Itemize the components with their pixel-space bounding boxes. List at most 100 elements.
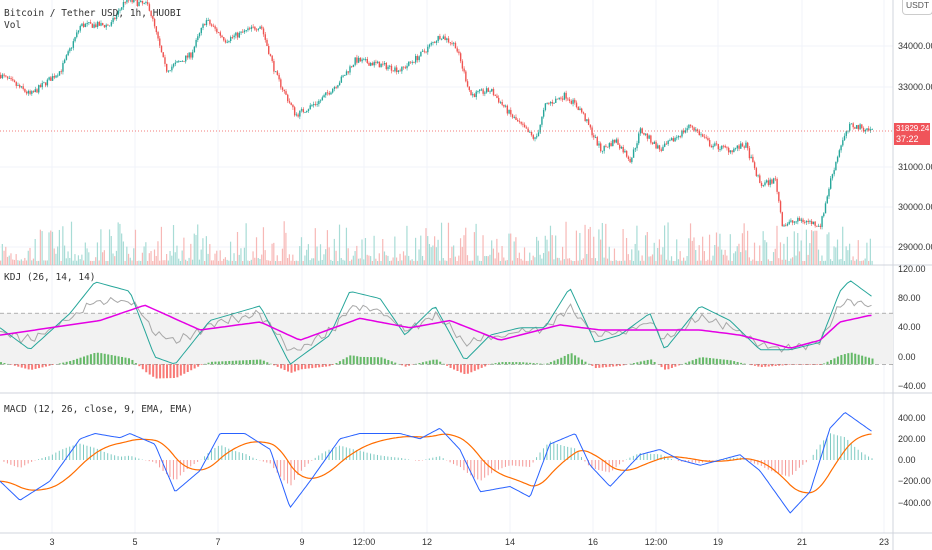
macd-histogram-bar [176, 460, 178, 480]
kdj-histogram-bar [155, 364, 158, 379]
candle [19, 85, 21, 88]
volume-bar [624, 260, 626, 265]
candle [664, 143, 666, 147]
volume-bar [679, 251, 681, 265]
candle [110, 22, 113, 26]
volume-bar [574, 261, 576, 265]
candle [850, 123, 853, 125]
volume-bar [828, 232, 830, 265]
volume-bar [451, 246, 453, 265]
kdj-histogram-bar [639, 361, 642, 365]
time-tick: 12 [422, 537, 432, 547]
macd-histogram-bar [152, 460, 154, 462]
volume-bar [255, 237, 258, 265]
kdj-histogram-bar [539, 363, 542, 365]
candle [622, 146, 624, 153]
volume-bar [233, 253, 235, 265]
volume-bar [546, 239, 548, 265]
kdj-histogram-bar [238, 360, 241, 365]
candle [285, 91, 287, 95]
candle [186, 55, 189, 58]
kdj-legend[interactable]: KDJ (26, 14, 14) [4, 272, 96, 283]
volume-bar [357, 258, 360, 265]
volume-bar [86, 248, 88, 265]
kdj-histogram-bar [148, 364, 151, 375]
candle [157, 32, 159, 39]
volume-bar [169, 251, 171, 265]
candle [586, 119, 588, 122]
candle [819, 225, 822, 227]
volume-bar [115, 250, 118, 265]
candle [653, 141, 656, 144]
kdj-histogram-bar [601, 364, 604, 368]
macd-histogram-bar [214, 448, 216, 460]
candle [541, 116, 543, 125]
kdj-histogram-bar [259, 359, 262, 365]
kdj-histogram-bar [840, 354, 843, 365]
macd-histogram-bar [785, 460, 787, 476]
volume-bar [555, 235, 557, 265]
volume-bar [683, 257, 685, 265]
currency-button[interactable]: USDT [902, 0, 932, 15]
volume-bar [176, 245, 178, 265]
volume-bar [508, 233, 510, 265]
volume-bar [620, 260, 622, 265]
candle [830, 178, 832, 189]
macd-legend[interactable]: MACD (12, 26, close, 9, EMA, EMA) [4, 404, 193, 415]
volume-bar [831, 260, 833, 265]
volume-bar [587, 229, 590, 265]
volume-bar [326, 230, 329, 265]
macd-histogram-bar [72, 445, 74, 460]
volume-bar [295, 260, 297, 265]
volume-bar [278, 260, 280, 265]
candle [646, 133, 649, 139]
candle [470, 90, 472, 96]
macd-histogram-bar [252, 457, 254, 460]
volume-bar [290, 260, 292, 265]
volume-bar [665, 259, 667, 265]
candle [363, 59, 365, 61]
macd-histogram-bar [615, 460, 617, 468]
kdj-histogram-bar [172, 364, 175, 379]
volume-bar [435, 247, 437, 265]
candle [6, 76, 9, 79]
volume-bar [625, 237, 628, 265]
volume-bar [759, 245, 761, 265]
kdj-histogram-bar [712, 358, 715, 365]
candle [539, 124, 541, 133]
candle [231, 37, 234, 38]
candle [375, 61, 377, 63]
volume-bar [136, 260, 138, 265]
kdj-histogram-bar [17, 364, 20, 367]
volume-bar [397, 260, 399, 265]
candle [167, 70, 170, 72]
volume-bar [20, 259, 22, 265]
volume-bar [304, 255, 306, 265]
macd-histogram-bar [231, 449, 233, 460]
candle [814, 221, 816, 226]
volume-bar [644, 235, 647, 265]
macd-histogram-bar [138, 458, 140, 460]
volume-bar [708, 234, 711, 265]
volume-bar [857, 240, 859, 265]
candle [62, 62, 64, 72]
candle [582, 112, 585, 114]
volume-bar [790, 258, 792, 265]
volume-bar [594, 258, 597, 265]
macd-histogram-bar [58, 450, 60, 460]
volume-bar [478, 260, 481, 265]
candle [669, 140, 671, 142]
kdj-histogram-bar [667, 364, 670, 370]
macd-histogram-bar [612, 460, 614, 471]
macd-histogram-bar [646, 453, 648, 460]
kdj-histogram-bar [556, 359, 559, 365]
candle [302, 109, 305, 113]
candle [700, 134, 702, 136]
kdj-histogram-bar [276, 364, 279, 367]
candle [169, 70, 171, 72]
candle [636, 143, 638, 149]
volume-bar [91, 260, 93, 265]
kdj-histogram-bar [20, 364, 23, 368]
last-price-tag: 31829.24 37:22 [894, 123, 930, 145]
